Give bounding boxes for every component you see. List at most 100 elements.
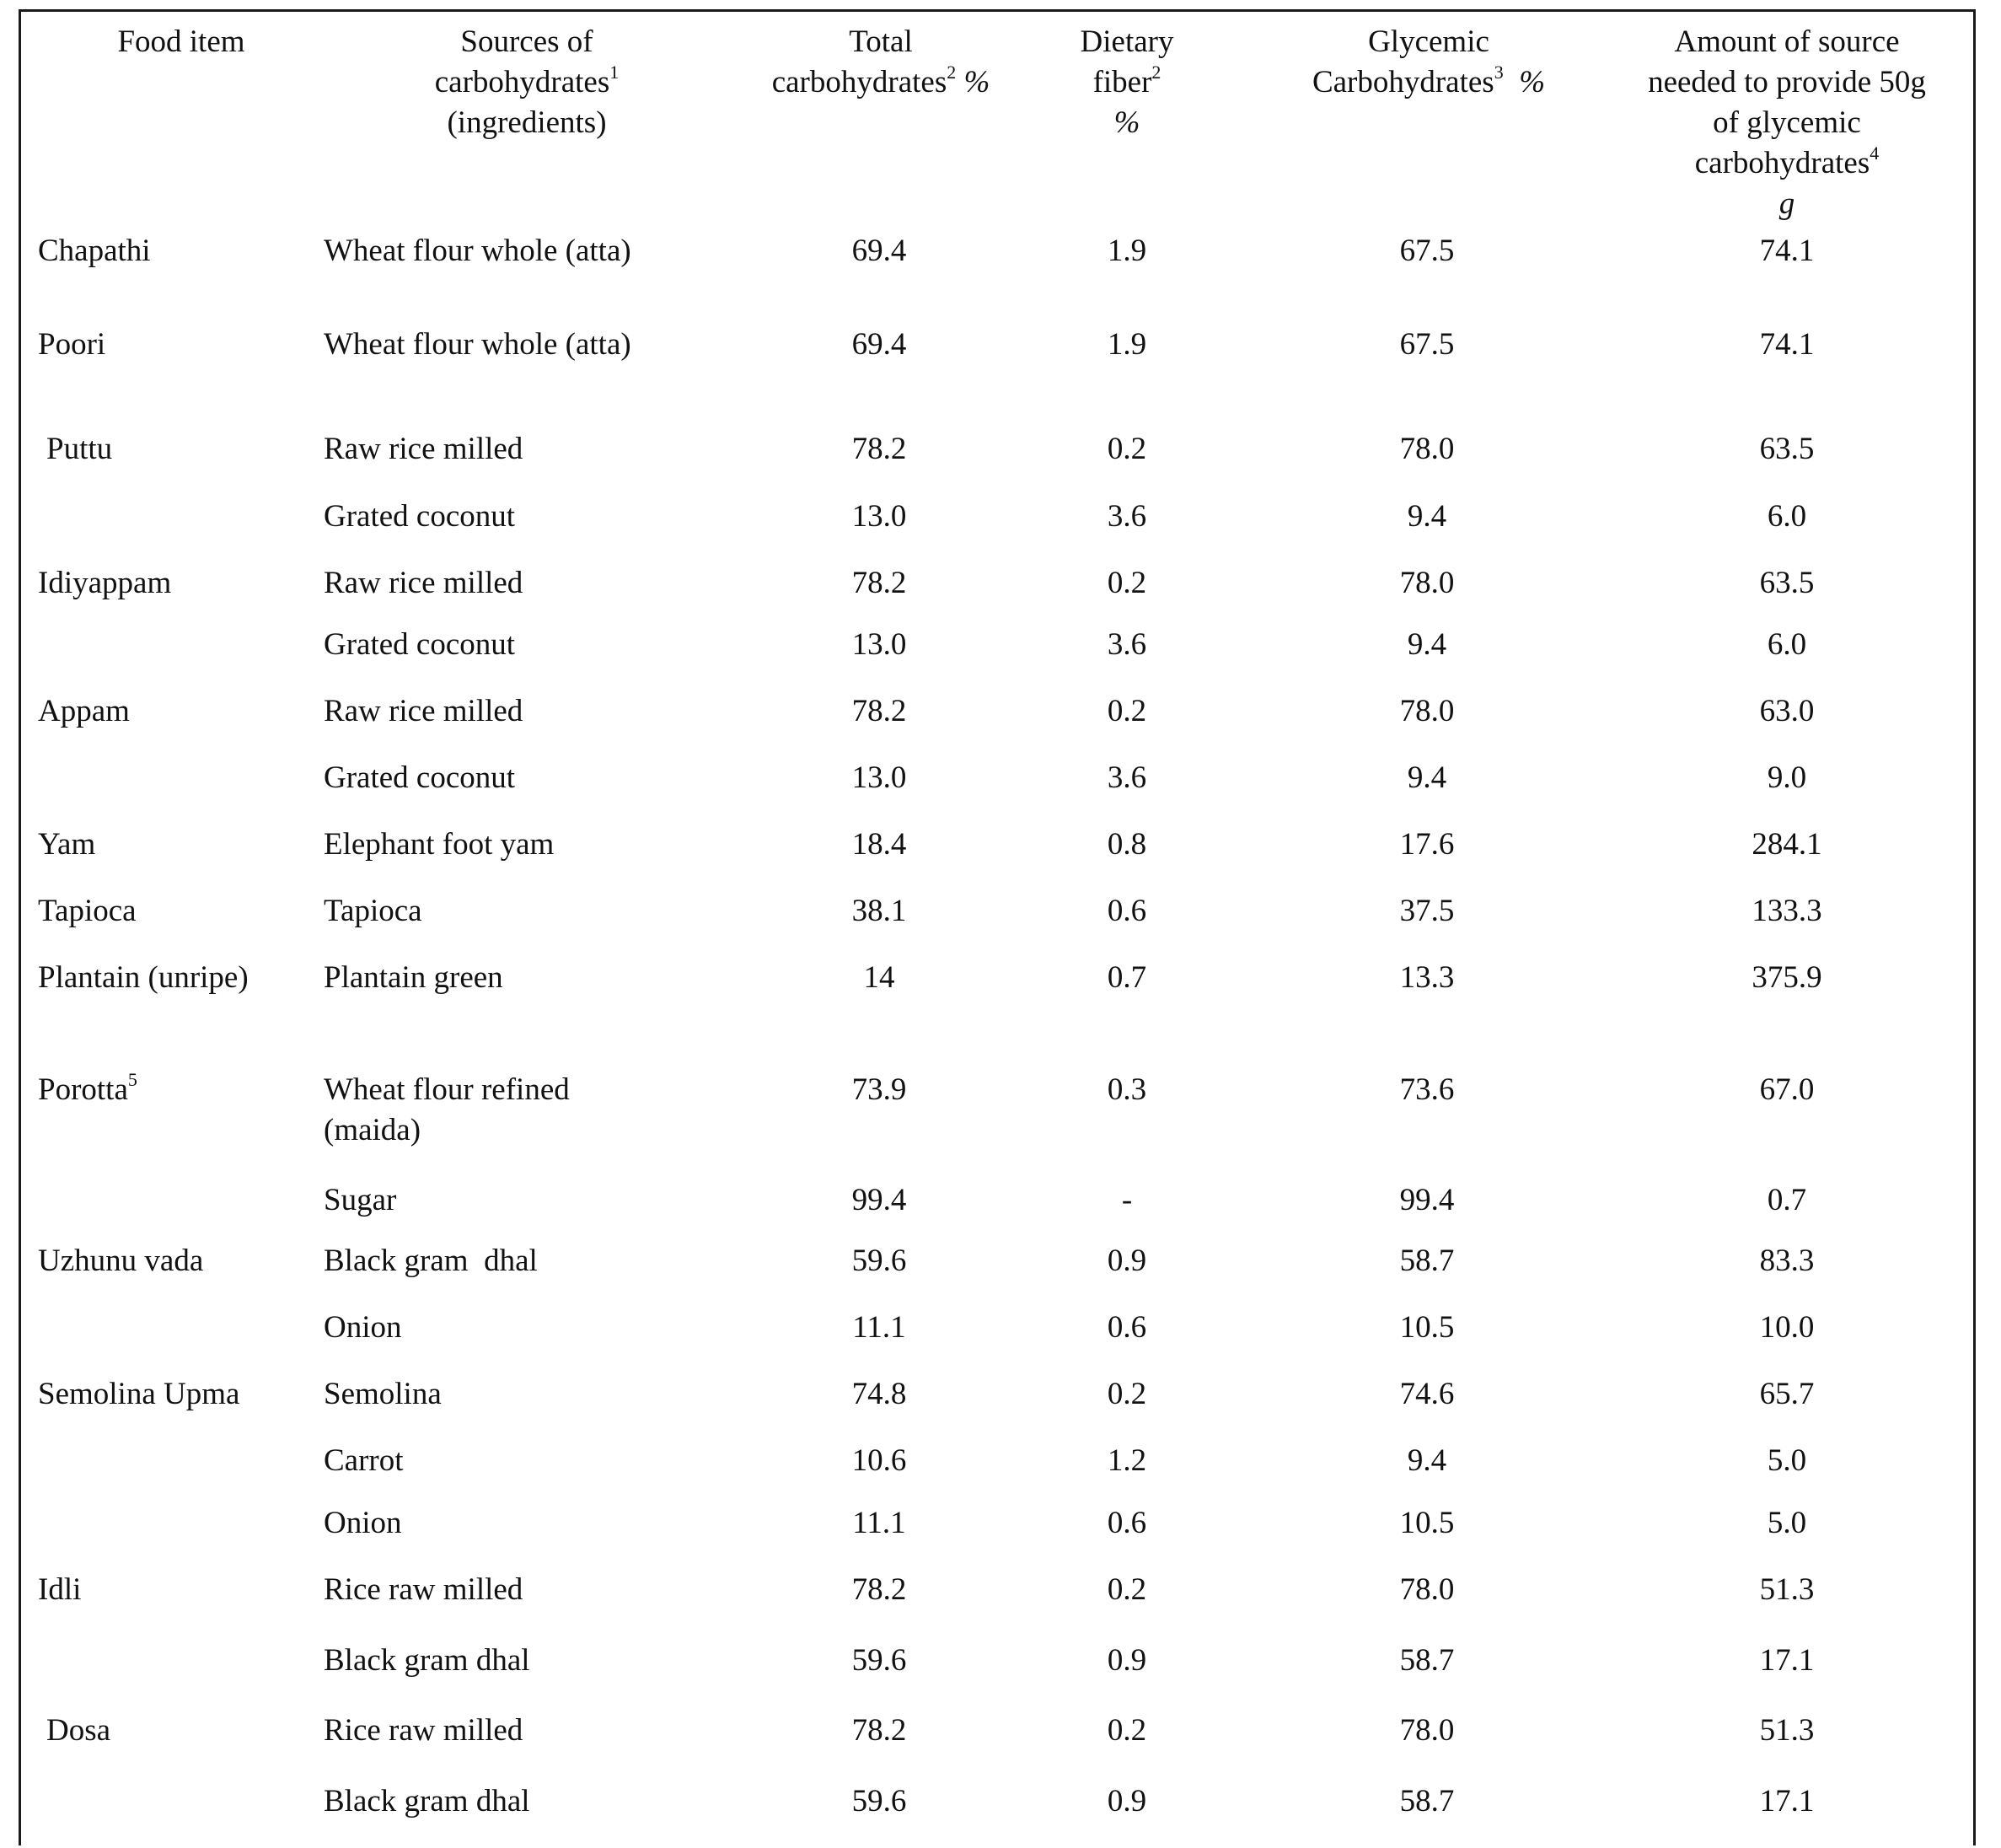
amount-of-source: 6.0	[1767, 627, 1807, 662]
amount-of-source: 17.1	[1759, 1643, 1815, 1678]
total-carbohydrates: 78.2	[851, 566, 907, 600]
footnote-marker: 2	[947, 62, 957, 83]
dietary-fiber: 0.2	[1107, 432, 1147, 466]
dietary-fiber: 0.2	[1107, 1713, 1147, 1748]
glycemic-carbohydrates: 17.6	[1399, 827, 1455, 862]
total-carbohydrates: 78.2	[851, 432, 907, 466]
header-total-line1: Total	[849, 24, 913, 59]
amount-of-source: 65.7	[1759, 1377, 1815, 1411]
glycemic-carbohydrates: 9.4	[1407, 760, 1447, 795]
source-ingredient: Grated coconut	[324, 760, 516, 795]
header-food-item-label: Food item	[117, 24, 245, 59]
glycemic-carbohydrates: 9.4	[1407, 627, 1447, 662]
source-ingredient: Wheat flour whole (atta)	[324, 234, 631, 268]
food-item: Puttu	[46, 432, 113, 466]
total-carbohydrates: 59.6	[851, 1244, 907, 1278]
total-carbohydrates: 11.1	[852, 1506, 906, 1540]
amount-of-source: 67.0	[1759, 1072, 1815, 1107]
glycemic-carbohydrates: 9.4	[1407, 1443, 1447, 1478]
source-ingredient: Grated coconut	[324, 627, 516, 662]
total-carbohydrates: 11.1	[852, 1310, 906, 1345]
dietary-fiber: 0.8	[1107, 827, 1147, 862]
dietary-fiber: 0.6	[1107, 894, 1147, 928]
glycemic-carbohydrates: 78.0	[1399, 566, 1455, 600]
footnote-marker: 1	[609, 62, 620, 83]
dietary-fiber: 0.9	[1107, 1784, 1147, 1818]
amount-of-source: 51.3	[1759, 1713, 1815, 1748]
dietary-fiber: 0.6	[1107, 1506, 1147, 1540]
dietary-fiber: 0.9	[1107, 1643, 1147, 1678]
header-glycemic-carbohydrates: Glycemic Carbohydrates3 %	[1269, 22, 1589, 103]
source-ingredient: Black gram dhal	[324, 1244, 538, 1278]
dietary-fiber: 0.9	[1107, 1244, 1147, 1278]
source-ingredient: Onion	[324, 1506, 402, 1540]
glycemic-carbohydrates: 73.6	[1399, 1072, 1455, 1107]
source-ingredient: Onion	[324, 1310, 402, 1345]
total-carbohydrates: 14	[863, 960, 895, 995]
total-carbohydrates: 13.0	[851, 760, 907, 795]
header-sources: Sources of carbohydrates1 (ingredients)	[392, 22, 662, 143]
total-carbohydrates: 38.1	[851, 894, 907, 928]
food-item: Dosa	[46, 1713, 111, 1748]
glycemic-carbohydrates: 58.7	[1399, 1244, 1455, 1278]
food-item: Plantain (unripe)	[38, 960, 249, 995]
dietary-fiber: 3.6	[1107, 499, 1147, 534]
header-amount-line2: needed to provide 50g	[1648, 65, 1926, 99]
source-ingredient: Raw rice milled	[324, 432, 523, 466]
header-glycemic-line1: Glycemic	[1368, 24, 1489, 59]
dietary-fiber: 1.9	[1107, 327, 1147, 362]
glycemic-carbohydrates: 78.0	[1399, 1713, 1455, 1748]
amount-of-source: 9.0	[1767, 760, 1807, 795]
header-sources-line2: carbohydrates1	[392, 62, 662, 103]
food-item-text: Porotta	[38, 1072, 128, 1107]
source-ingredient: Wheat flour whole (atta)	[324, 327, 631, 362]
dietary-fiber: 3.6	[1107, 627, 1147, 662]
amount-of-source: 10.0	[1759, 1310, 1815, 1345]
food-item: Appam	[38, 694, 130, 728]
dietary-fiber: 0.2	[1107, 1377, 1147, 1411]
food-item: Chapathi	[38, 234, 151, 268]
amount-of-source: 17.1	[1759, 1784, 1815, 1818]
total-carbohydrates: 59.6	[851, 1784, 907, 1818]
amount-of-source: 133.3	[1752, 894, 1822, 928]
amount-of-source: 51.3	[1759, 1572, 1815, 1607]
food-item: Tapioca	[38, 894, 137, 928]
header-sources-text: carbohydrates	[434, 65, 610, 99]
source-ingredient: Wheat flour refined (maida)	[324, 1072, 570, 1147]
dietary-fiber: 0.3	[1107, 1072, 1147, 1107]
source-ingredient: Rice raw milled	[324, 1713, 523, 1748]
total-carbohydrates: 69.4	[851, 327, 907, 362]
footnote-marker: 2	[1151, 62, 1161, 83]
total-carbohydrates: 78.2	[851, 1713, 907, 1748]
source-ingredient: Tapioca	[324, 894, 422, 928]
dietary-fiber: 0.2	[1107, 566, 1147, 600]
header-glycemic-text: Carbohydrates	[1312, 65, 1494, 99]
header-total-text: carbohydrates	[771, 65, 947, 99]
amount-of-source: 284.1	[1752, 827, 1822, 862]
header-fiber-unit: %	[1113, 105, 1140, 140]
glycemic-carbohydrates: 74.6	[1399, 1377, 1455, 1411]
carbohydrate-table: Food item Sources of carbohydrates1 (ing…	[19, 9, 1976, 1845]
glycemic-carbohydrates: 58.7	[1399, 1643, 1455, 1678]
glycemic-carbohydrates: 13.3	[1399, 960, 1455, 995]
amount-of-source: 5.0	[1767, 1443, 1807, 1478]
amount-of-source: 74.1	[1759, 327, 1815, 362]
total-carbohydrates: 78.2	[851, 1572, 907, 1607]
dietary-fiber: 0.2	[1107, 694, 1147, 728]
source-ingredient: Grated coconut	[324, 499, 516, 534]
header-amount-text: carbohydrates	[1694, 146, 1870, 180]
amount-of-source: 6.0	[1767, 499, 1807, 534]
header-amount-of-source: Amount of source needed to provide 50g o…	[1623, 22, 1951, 224]
amount-of-source: 5.0	[1767, 1506, 1807, 1540]
dietary-fiber: 1.2	[1107, 1443, 1147, 1478]
source-ingredient: Rice raw milled	[324, 1572, 523, 1607]
header-glycemic-unit: %	[1519, 65, 1546, 99]
food-item: Uzhunu vada	[38, 1244, 204, 1278]
total-carbohydrates: 99.4	[851, 1183, 907, 1217]
total-carbohydrates: 78.2	[851, 694, 907, 728]
source-ingredient: Semolina	[324, 1377, 442, 1411]
dietary-fiber: 0.2	[1107, 1572, 1147, 1607]
header-amount-unit: g	[1778, 186, 1795, 221]
source-ingredient: Black gram dhal	[324, 1643, 530, 1678]
header-glycemic-line2: Carbohydrates3 %	[1269, 62, 1589, 103]
